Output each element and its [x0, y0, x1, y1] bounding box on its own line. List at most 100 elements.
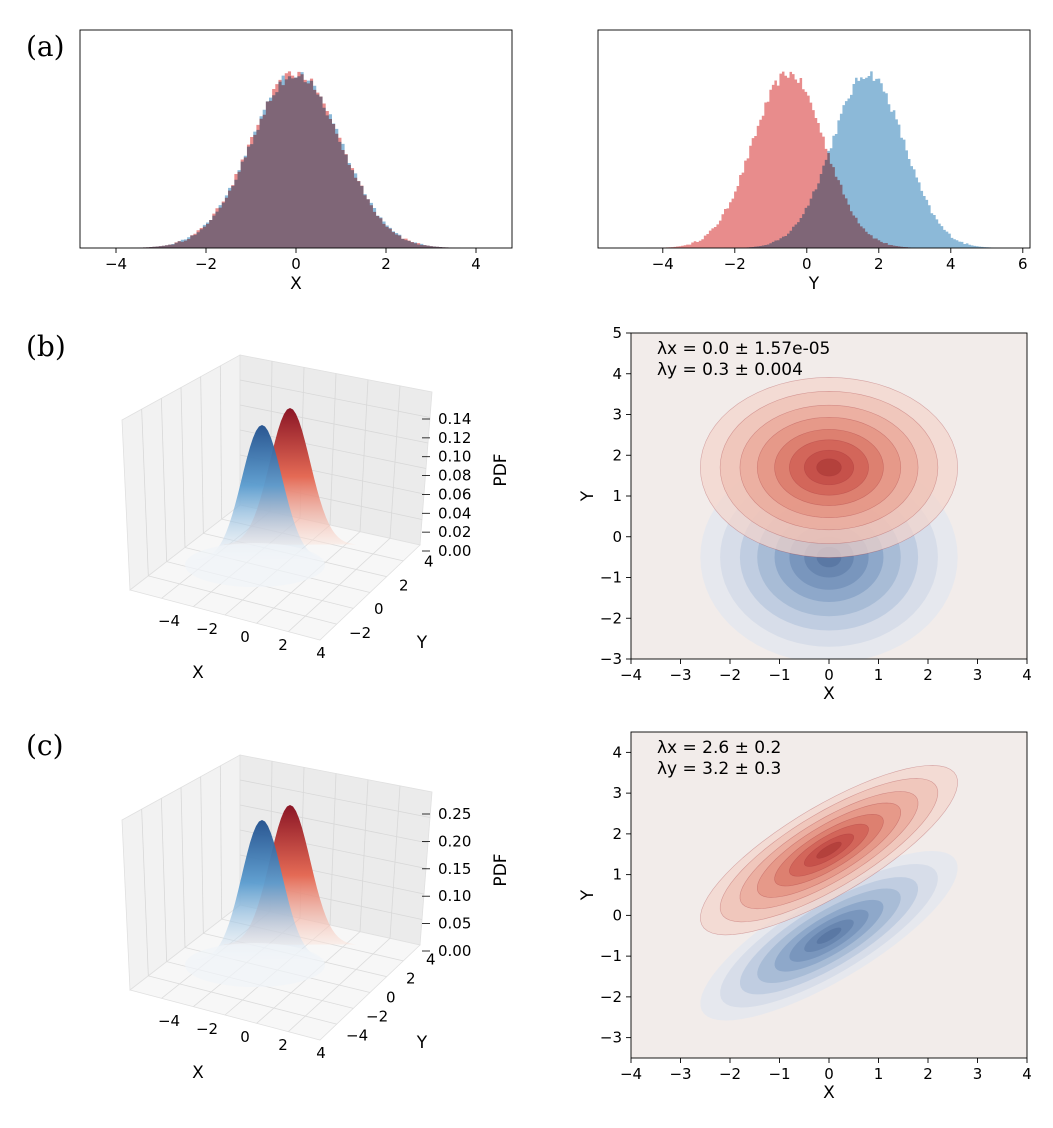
x-tick-label: 0 — [824, 1065, 834, 1083]
x-axis-label: X — [192, 663, 204, 683]
grid-line — [180, 387, 186, 548]
contour-c: −4 −3 −2 −1 0 1 2 3 4 −3 −2 −1 0 1 2 3 4 X Yλx = 2.6 ± 0.2… — [578, 731, 1032, 1103]
z-tick-label: 0.10 — [438, 448, 471, 466]
y-tick-label: 2 — [399, 576, 409, 594]
annotation-text: λx = 2.6 ± 0.2 — [657, 738, 781, 758]
y-tick-label: 4 — [424, 553, 434, 571]
x-tick-label: 0 — [291, 255, 301, 273]
panel-label-c: (c) — [26, 729, 64, 762]
x-tick-label: −2 — [719, 1065, 741, 1083]
annotation-text: λy = 0.3 ± 0.004 — [657, 360, 803, 380]
x-tick-label: 4 — [1022, 1065, 1032, 1083]
y-tick-label: 1 — [612, 866, 622, 884]
y-tick-label: 0 — [386, 989, 396, 1007]
x-tick-label: −4 — [105, 255, 127, 273]
x-tick-label: 1 — [874, 666, 884, 684]
surface-blue — [196, 820, 328, 960]
z-tick-label: 0.02 — [438, 523, 471, 541]
y-tick-label: −3 — [600, 650, 622, 668]
histogram-x: −4 −2 0 2 4 X — [79, 29, 515, 294]
y-tick-label: 5 — [612, 324, 622, 342]
y-tick-label: 2 — [612, 446, 622, 464]
y-axis-label: Y — [416, 1033, 428, 1053]
y-tick-label: 4 — [612, 743, 622, 761]
surface-base — [185, 543, 325, 587]
histogram-series-red — [598, 71, 1032, 249]
z-axis-label: PDF — [491, 853, 511, 886]
y-axis-label: Y — [578, 490, 598, 502]
x-tick-label: 0 — [824, 666, 834, 684]
y-tick-label: −2 — [600, 609, 622, 627]
x-tick-label: −4 — [652, 255, 674, 273]
x-tick-label: −2 — [724, 255, 746, 273]
surface-3d-b: −4 −2 0 2 4X−2024Y0.000.020.040.060.080.100.… — [121, 354, 511, 683]
z-tick-label: 0.10 — [438, 887, 471, 905]
z-tick-label: 0.05 — [438, 915, 471, 933]
x-tick-label: −3 — [669, 1065, 691, 1083]
grid-line — [219, 765, 223, 920]
x-tick-label: 0 — [802, 255, 812, 273]
z-tick-label: 0.04 — [438, 504, 471, 522]
x-tick-label: 2 — [923, 1065, 933, 1083]
z-tick-label: 0.20 — [438, 832, 471, 850]
x-tick-label: 4 — [316, 644, 326, 662]
x-tick-label: 2 — [381, 255, 391, 273]
y-tick-label: 3 — [612, 406, 622, 424]
axes-frame — [597, 29, 1031, 249]
x-tick-label: −2 — [195, 255, 217, 273]
x-tick-label: −1 — [768, 666, 790, 684]
x-tick-label: −2 — [196, 620, 218, 638]
x-tick-label: 3 — [973, 666, 983, 684]
x-tick-label: 2 — [278, 636, 288, 654]
z-tick-label: 0.25 — [438, 805, 471, 823]
x-tick-label: −1 — [768, 1065, 790, 1083]
x-tick-label: 4 — [316, 1044, 326, 1062]
x-tick-label: 1 — [874, 1065, 884, 1083]
x-tick-label: 4 — [946, 255, 956, 273]
grid-line — [200, 376, 204, 534]
z-tick-label: 0.08 — [438, 467, 471, 485]
x-tick-label: 2 — [278, 1036, 288, 1054]
surface-3d-c: −4 −2 0 2 4X−4−2024Y0.000.050.100.150.200.25… — [121, 754, 511, 1083]
surface-blue — [196, 425, 328, 560]
y-tick-label: 4 — [426, 951, 436, 969]
grid-line — [219, 365, 223, 520]
z-tick-label: 0.12 — [438, 429, 471, 447]
x-axis-label: X — [823, 1083, 835, 1103]
grid-line — [141, 809, 149, 976]
x-tick-label: −2 — [196, 1020, 218, 1038]
x-axis-label: X — [823, 684, 835, 704]
grid-line — [160, 798, 168, 962]
annotation-text: λy = 3.2 ± 0.3 — [657, 759, 781, 779]
panel-label-a: (a) — [26, 30, 65, 63]
x-tick-label: −3 — [669, 666, 691, 684]
y-tick-label: −1 — [600, 947, 622, 965]
x-axis-label: X — [192, 1063, 204, 1083]
x-tick-label: 2 — [874, 255, 884, 273]
y-tick-label: 3 — [612, 784, 622, 802]
x-tick-label: −4 — [620, 666, 642, 684]
y-axis-label: Y — [416, 633, 428, 653]
x-tick-label: 6 — [1018, 255, 1028, 273]
x-tick-label: 3 — [973, 1065, 983, 1083]
y-tick-label: 0 — [612, 906, 622, 924]
x-axis-label: X — [290, 274, 302, 294]
histogram-series-blue — [598, 71, 1032, 248]
surface-base — [185, 943, 325, 987]
y-tick-label: −4 — [346, 1027, 368, 1045]
x-tick-label: 4 — [1022, 666, 1032, 684]
x-tick-label: −4 — [158, 612, 180, 630]
x-tick-label: 2 — [923, 666, 933, 684]
y-tick-label: 4 — [612, 365, 622, 383]
z-tick-label: 0.06 — [438, 485, 471, 503]
x-tick-label: −4 — [158, 1012, 180, 1030]
x-tick-label: 4 — [471, 255, 481, 273]
grid-line — [180, 787, 186, 948]
histogram-y: −4 −2 0 2 4 6 Y — [597, 29, 1032, 294]
contour-level-red — [816, 458, 842, 477]
z-tick-label: 0.15 — [438, 860, 471, 878]
z-tick-label: 0.14 — [438, 410, 471, 428]
y-tick-label: −3 — [600, 1029, 622, 1047]
